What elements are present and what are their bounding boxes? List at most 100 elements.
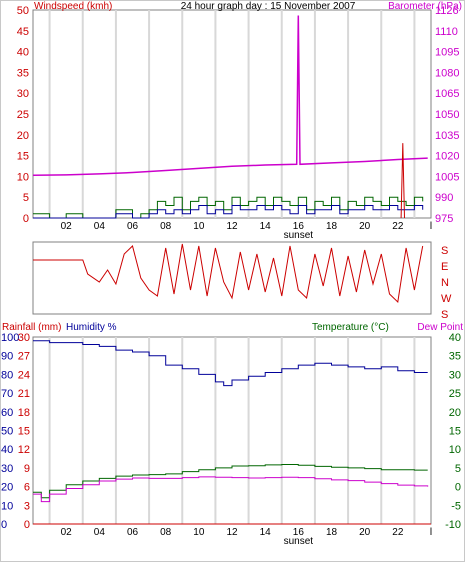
left-tick-label: 25 xyxy=(17,109,29,121)
x-tick-label: 02 xyxy=(61,221,73,232)
x-tick-label: 18 xyxy=(326,221,338,232)
rainfall-label: Rainfall (mm) xyxy=(2,322,61,333)
rain-tick-label: 3 xyxy=(24,500,30,512)
rain-tick-label: 24 xyxy=(18,369,30,381)
direction-label: W xyxy=(441,293,452,305)
humidity-tick-label: 100 xyxy=(1,332,19,344)
temperature-tick-label: 15 xyxy=(449,426,461,438)
left-tick-label: 15 xyxy=(17,151,29,163)
humidity-tick-label: 60 xyxy=(1,407,13,419)
plot-area-3 xyxy=(32,336,432,525)
temperature-label: Temperature (°C) xyxy=(312,322,389,333)
x-tick-label: 12 xyxy=(226,221,238,232)
direction-label: E xyxy=(441,261,448,273)
x-tick-label: 12 xyxy=(226,527,238,538)
left-axis-label-1: Windspeed (kmh) xyxy=(34,1,112,12)
temperature-tick-label: 5 xyxy=(455,463,461,475)
rain-tick-label: 15 xyxy=(18,426,30,438)
sunset-label: sunset xyxy=(284,230,314,241)
right-tick-label: 1005 xyxy=(435,171,459,183)
humidity-tick-label: 10 xyxy=(1,500,13,512)
series-3 xyxy=(33,340,431,525)
y-axis-left-1: 0 5 10 15 20 25 30 35 40 45 50 xyxy=(17,5,29,225)
temperature-tick-label: 35 xyxy=(449,351,461,363)
left-tick-label: 10 xyxy=(17,171,29,183)
x-tick-label: 14 xyxy=(260,221,272,232)
temperature-tick-label: 0 xyxy=(455,482,461,494)
series-line-wind-gust xyxy=(33,196,424,219)
left-tick-label: 50 xyxy=(17,5,29,17)
right-tick-label: 1126 xyxy=(435,5,459,17)
right-tick-label: 1065 xyxy=(435,88,459,100)
series-1 xyxy=(32,15,428,219)
right-tick-label: 990 xyxy=(435,192,453,204)
plot-area-2 xyxy=(32,241,432,315)
right-tick-label: 975 xyxy=(435,213,453,225)
humidity-label: Humidity % xyxy=(66,322,117,333)
right-axis-label-1: Barometer (hPa) xyxy=(388,1,462,12)
grid-lines-1 xyxy=(48,10,416,218)
right-tick-label: 1020 xyxy=(435,151,459,163)
left-tick-label: 35 xyxy=(17,67,29,79)
x-tick-label: 20 xyxy=(359,527,371,538)
direction-label: N xyxy=(441,277,449,289)
rain-tick-label: 18 xyxy=(18,407,30,419)
x-tick-label: 06 xyxy=(127,527,139,538)
left-tick-label: 0 xyxy=(23,213,29,225)
series-line-temperature-c- xyxy=(33,464,428,499)
humidity-tick-label: 0 xyxy=(1,519,7,531)
x-tick-label: 10 xyxy=(193,527,205,538)
x-tick-label: l xyxy=(430,221,432,232)
x-tick-label: 10 xyxy=(193,221,205,232)
x-tick-label: 02 xyxy=(61,527,73,538)
x-tick-label: 06 xyxy=(127,221,139,232)
left-tick-label: 30 xyxy=(17,88,29,100)
left-tick-label: 45 xyxy=(17,26,29,38)
right-tick-label: 1035 xyxy=(435,130,459,142)
left-tick-label: 40 xyxy=(17,47,29,59)
left-tick-label: 20 xyxy=(17,130,29,142)
x-tick-label: 18 xyxy=(326,527,338,538)
temperature-tick-label: 30 xyxy=(449,369,461,381)
sunset-label: sunset xyxy=(284,536,314,547)
series-line-dew-point xyxy=(33,476,429,503)
right-tick-label: 1080 xyxy=(435,67,459,79)
temperature-tick-label: 20 xyxy=(449,407,461,419)
y-axis-right-1: 975 990 1005 1020 1035 1050 1065 1080 1095 1110 11… xyxy=(435,5,459,225)
direction-label: S xyxy=(441,309,448,321)
x-tick-label: 08 xyxy=(160,527,172,538)
series-line-barometer-hpa- xyxy=(32,15,428,177)
rain-tick-label: 0 xyxy=(24,519,30,531)
temperature-tick-label: -10 xyxy=(445,519,461,531)
x-tick-label: 14 xyxy=(260,527,272,538)
humidity-tick-label: 80 xyxy=(1,369,13,381)
x-tick-label: 22 xyxy=(392,221,404,232)
x-tick-label: 16 xyxy=(293,221,305,232)
temperature-tick-label: -5 xyxy=(451,500,461,512)
humidity-tick-label: 20 xyxy=(1,482,13,494)
plot-area-1 xyxy=(32,9,432,219)
humidity-tick-label: 90 xyxy=(1,351,13,363)
rain-tick-label: 21 xyxy=(18,388,30,400)
rain-tick-label: 9 xyxy=(24,463,30,475)
direction-label: S xyxy=(441,245,448,257)
humidity-tick-label: 40 xyxy=(1,444,13,456)
temperature-tick-label: 25 xyxy=(449,388,461,400)
series-line-wind-average xyxy=(33,205,424,219)
x-tick-label: 04 xyxy=(94,221,106,232)
temperature-tick-label: 40 xyxy=(449,332,461,344)
right-tick-label: 1050 xyxy=(435,109,459,121)
x-tick-label: 22 xyxy=(392,527,404,538)
chart-title: 24 hour graph day : 15 November 2007 xyxy=(181,1,356,12)
humidity-tick-label: 30 xyxy=(1,463,13,475)
wind-direction-line xyxy=(33,243,424,304)
rain-tick-label: 30 xyxy=(18,332,30,344)
series-line-windspeed-peak xyxy=(400,143,405,219)
right-tick-label: 1110 xyxy=(435,26,458,38)
rain-tick-label: 12 xyxy=(18,444,30,456)
